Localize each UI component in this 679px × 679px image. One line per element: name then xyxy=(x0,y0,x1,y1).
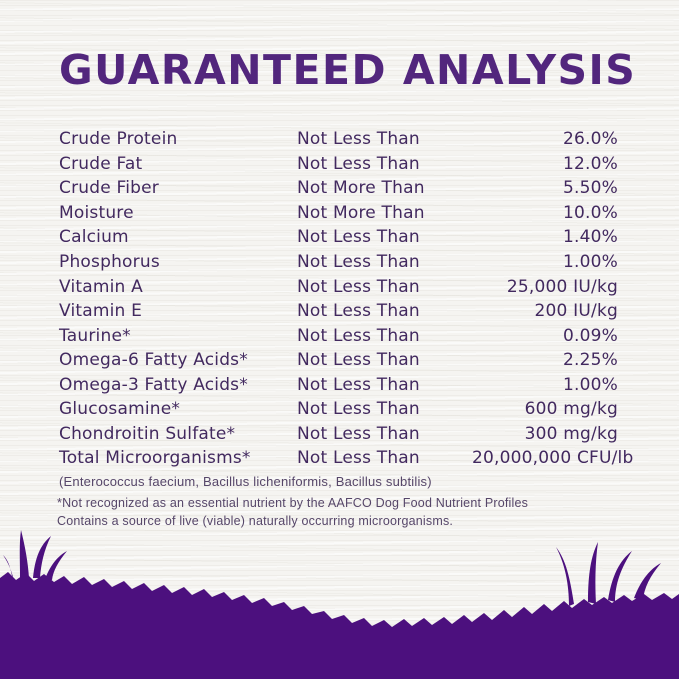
nutrient-value: 1.00% xyxy=(562,252,618,272)
nutrient-name: Omega-3 Fatty Acids* xyxy=(59,374,248,395)
table-row: Vitamin A Not Less Than 25,000 IU/kg xyxy=(59,274,618,299)
nutrient-value: 25,000 IU/kg xyxy=(506,276,618,297)
nutrient-condition: Not Less Than xyxy=(297,153,420,174)
nutrient-value: 600 mg/kg xyxy=(524,399,618,420)
table-row: Vitamin E Not Less Than 200 IU/kg xyxy=(59,299,618,324)
page-title: GUARANTEED ANALYSIS xyxy=(59,46,637,94)
table-row: Calcium Not Less Than 1.40% xyxy=(59,225,618,250)
nutrient-condition: Not Less Than xyxy=(297,276,420,297)
nutrient-condition: Not Less Than xyxy=(297,325,420,346)
grass-hill xyxy=(0,572,679,679)
nutrient-value: 0.09% xyxy=(562,325,618,346)
table-row: Phosphorus Not Less Than 1.00% xyxy=(59,250,618,275)
nutrient-name: Chondroitin Sulfate* xyxy=(59,423,236,444)
table-row: Crude Fiber Not More Than 5.50% xyxy=(59,176,618,201)
grass-blade xyxy=(556,547,574,606)
nutrient-condition: Not Less Than xyxy=(297,350,420,371)
nutrient-name: Vitamin A xyxy=(59,276,143,297)
nutrient-name: Moisture xyxy=(59,202,134,223)
grass-blade xyxy=(3,555,13,577)
table-row: Crude Protein Not Less Than 26.0% xyxy=(59,127,618,152)
nutrient-value: 10.0% xyxy=(562,202,618,223)
nutrient-value: 5.50% xyxy=(562,178,618,199)
organisms-note: (Enterococcus faecium, Bacillus lichenif… xyxy=(59,474,432,489)
nutrient-condition: Not Less Than xyxy=(297,448,420,469)
table-row: Chondroitin Sulfate* Not Less Than 300 m… xyxy=(59,422,618,447)
footnote-line-2: Contains a source of live (viable) natur… xyxy=(57,514,454,528)
nutrient-value: 12.0% xyxy=(562,153,618,174)
nutrient-name: Glucosamine* xyxy=(59,399,181,420)
nutrient-name: Taurine* xyxy=(59,325,131,346)
nutrient-condition: Not Less Than xyxy=(297,227,420,248)
table-row: Omega-3 Fatty Acids* Not Less Than 1.00% xyxy=(59,372,618,397)
grass-blade xyxy=(45,551,67,580)
nutrient-condition: Not Less Than xyxy=(297,399,420,420)
nutrient-name: Phosphorus xyxy=(59,252,160,272)
grass-blade xyxy=(634,563,661,600)
nutrient-name: Calcium xyxy=(59,227,129,248)
nutrient-name: Crude Fiber xyxy=(59,178,159,199)
table-row: Taurine* Not Less Than 0.09% xyxy=(59,323,618,348)
nutrient-condition: Not Less Than xyxy=(297,129,420,150)
nutrient-value: 20,000,000 CFU/lb xyxy=(472,448,634,469)
table-row: Glucosamine* Not Less Than 600 mg/kg xyxy=(59,397,618,422)
nutrient-name: Omega-6 Fatty Acids* xyxy=(59,350,248,371)
grass-silhouette xyxy=(0,530,679,679)
nutrient-condition: Not Less Than xyxy=(297,423,420,444)
nutrient-condition: Not Less Than xyxy=(297,374,420,395)
table-row: Omega-6 Fatty Acids* Not Less Than 2.25% xyxy=(59,348,618,373)
table-row: Crude Fat Not Less Than 12.0% xyxy=(59,152,618,177)
nutrient-condition: Not Less Than xyxy=(297,252,420,272)
nutrient-condition: Not More Than xyxy=(297,178,425,199)
grass-blade xyxy=(608,551,632,602)
grass-blade xyxy=(588,542,598,604)
table-row: Total Microorganisms* Not Less Than 20,0… xyxy=(59,446,633,471)
nutrient-value: 200 IU/kg xyxy=(534,301,618,322)
footnote: *Not recognized as an essential nutrient… xyxy=(57,494,528,530)
nutrient-value: 26.0% xyxy=(562,129,618,150)
nutrient-value: 300 mg/kg xyxy=(524,423,618,444)
nutrient-name: Vitamin E xyxy=(59,301,143,322)
nutrient-name: Total Microorganisms* xyxy=(59,448,251,469)
nutrient-value: 1.00% xyxy=(562,374,618,395)
nutrient-condition: Not More Than xyxy=(297,202,425,223)
nutrient-name: Crude Protein xyxy=(59,129,178,150)
table-row: Moisture Not More Than 10.0% xyxy=(59,201,618,226)
grass-blade xyxy=(33,536,51,578)
nutrient-value: 1.40% xyxy=(562,227,618,248)
footnote-line-1: *Not recognized as an essential nutrient… xyxy=(57,496,529,510)
grass-blade xyxy=(19,530,29,578)
nutrient-condition: Not Less Than xyxy=(297,301,420,322)
nutrient-value: 2.25% xyxy=(562,350,618,371)
analysis-table: Crude Protein Not Less Than 26.0% Crude … xyxy=(59,127,633,471)
nutrient-name: Crude Fat xyxy=(59,153,143,174)
